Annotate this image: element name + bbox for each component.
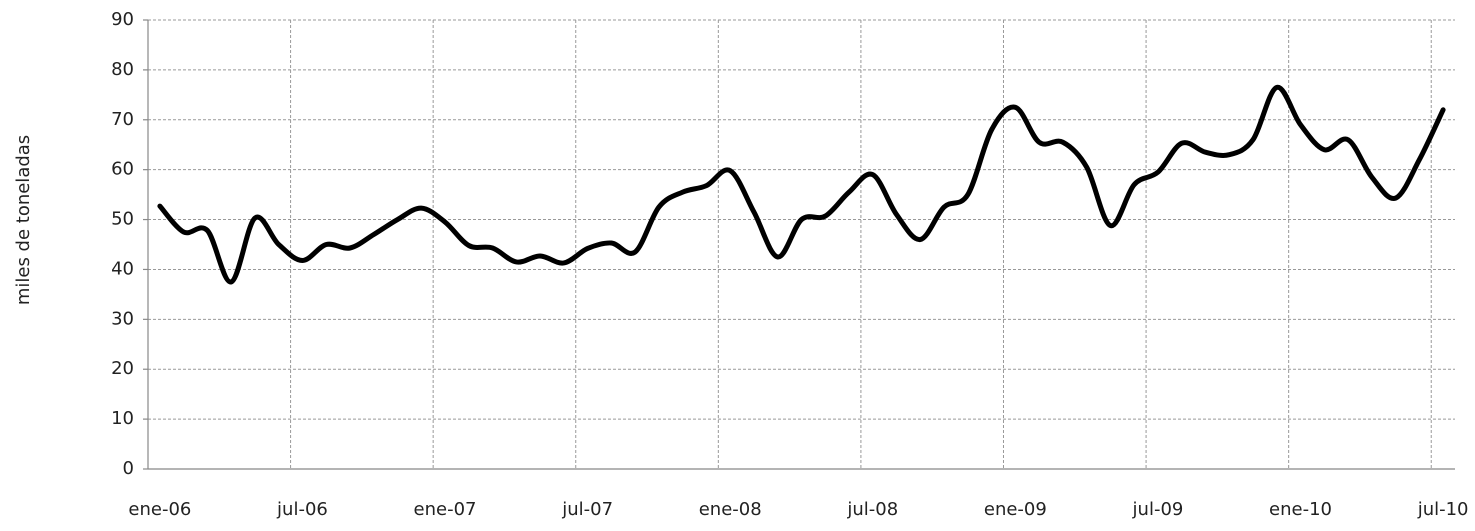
y-tick-label: 70 xyxy=(111,109,134,130)
x-tick-label: jul-09 xyxy=(1132,499,1184,520)
data-line xyxy=(157,84,1446,285)
x-tick-label: jul-06 xyxy=(276,499,328,520)
y-tick-label: 60 xyxy=(111,159,134,180)
y-tick-label: 0 xyxy=(123,458,134,479)
x-tick-label: ene-06 xyxy=(128,499,191,520)
x-tick-label: jul-07 xyxy=(561,499,613,520)
x-tick-label: ene-09 xyxy=(984,499,1047,520)
y-tick-label: 10 xyxy=(111,408,134,429)
x-tick-label: ene-07 xyxy=(414,499,477,520)
y-tick-label: 30 xyxy=(111,308,134,329)
y-tick-label: 80 xyxy=(111,59,134,80)
x-tick-label: jul-08 xyxy=(846,499,898,520)
y-tick-label: 50 xyxy=(111,209,134,230)
y-tick-label: 90 xyxy=(111,9,134,30)
x-tick-label: jul-10 xyxy=(1417,499,1469,520)
x-tick-label: ene-08 xyxy=(699,499,762,520)
x-tick-label: ene-10 xyxy=(1269,499,1332,520)
y-axis-label: miles de toneladas xyxy=(13,135,34,305)
y-tick-label: 20 xyxy=(111,358,134,379)
y-tick-label: 40 xyxy=(111,258,134,279)
